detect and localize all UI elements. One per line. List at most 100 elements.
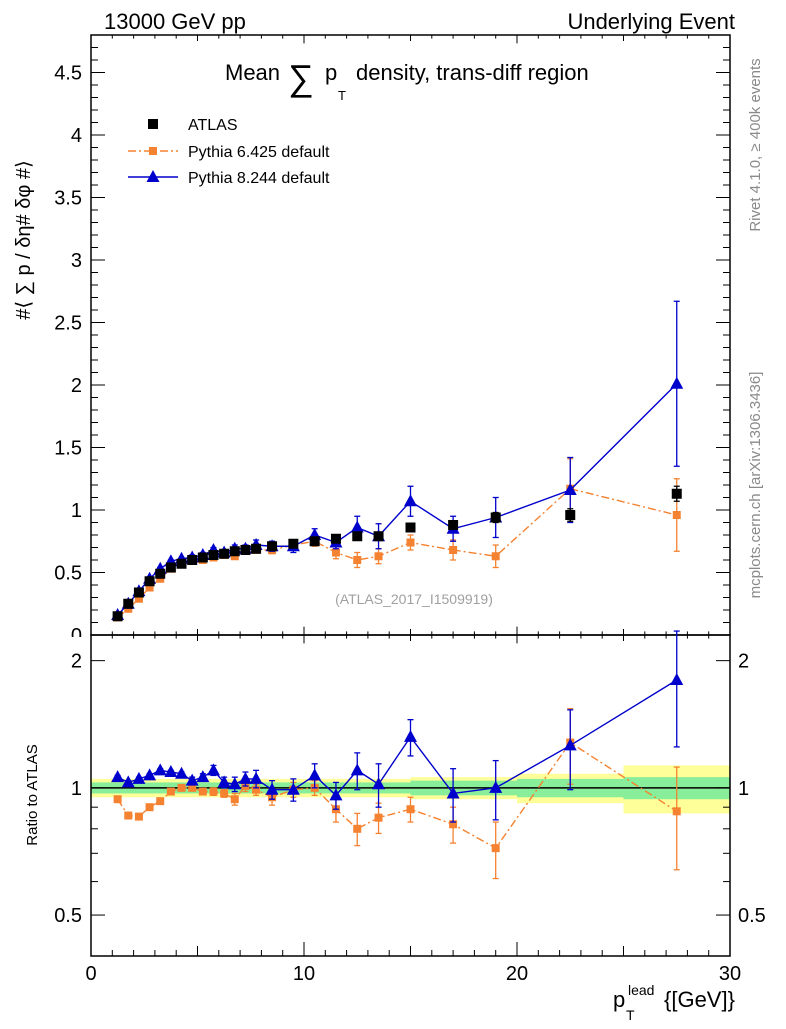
ratio-point: [308, 768, 322, 781]
data-point: [251, 543, 262, 554]
ratio-point: [134, 812, 143, 821]
data-point: [565, 510, 576, 520]
ratio-point: [132, 771, 146, 784]
ratio-point: [177, 783, 186, 792]
data-point: [229, 546, 240, 557]
ratio-point: [185, 773, 199, 786]
data-point: [288, 538, 299, 549]
ratio-point: [188, 783, 197, 792]
ratio-point: [164, 765, 178, 778]
ratio-point: [265, 782, 279, 795]
legend-marker: [146, 170, 160, 182]
ratio-point: [374, 813, 383, 822]
y-tick-label: 4.5: [54, 63, 82, 85]
ratio-point: [166, 787, 175, 796]
title-p-subscript: T: [338, 88, 346, 103]
data-point: [155, 568, 166, 579]
ratio-point: [230, 795, 239, 804]
series-line: [117, 383, 678, 616]
ratio-point: [489, 780, 503, 793]
legend-label: Pythia 8.244 default: [188, 170, 330, 187]
data-point: [219, 548, 230, 559]
ratio-point: [143, 768, 157, 781]
data-point: [208, 550, 219, 560]
ratio-point: [196, 770, 210, 783]
main-series: [111, 300, 684, 622]
ratio-y-tick-label: 2: [71, 651, 82, 673]
ratio-y-tick-label: 0.5: [54, 905, 82, 927]
legend-marker: [148, 119, 158, 129]
ratio-point: [121, 775, 135, 788]
y-tick-label-zero: 0: [71, 625, 82, 647]
ylabel-main-text: #⟨ ∑ p / δη# δφ #⟩: [13, 160, 35, 320]
y-tick-label: 4: [71, 125, 82, 147]
data-point: [144, 576, 155, 587]
ratio-point: [111, 770, 125, 783]
legend: ATLAS Pythia 6.425 default Pythia 8.244 de…: [128, 117, 330, 187]
data-point: [491, 552, 500, 561]
data-point: [134, 594, 143, 603]
ratio-point: [670, 672, 684, 685]
data-point: [671, 488, 682, 499]
ratio-point: [350, 763, 364, 776]
data-point: [672, 511, 681, 519]
analysis-tag: (ATLAS_2017_I1509919): [335, 591, 493, 607]
ratio-point: [175, 766, 189, 779]
legend-marker: [149, 147, 157, 155]
data-point: [133, 587, 144, 598]
data-point: [670, 376, 684, 389]
ratio-y-tick-label-right: 1: [738, 778, 749, 800]
data-point: [187, 555, 198, 565]
ratio-point: [446, 786, 460, 799]
legend-entry: Pythia 8.244 default: [128, 170, 330, 187]
xlabel-subscript: T: [626, 1007, 635, 1023]
ratio-point: [404, 729, 417, 742]
data-point: [449, 546, 458, 554]
data-point: [176, 558, 187, 569]
ratio-point: [249, 771, 263, 784]
ratio-point: [145, 803, 154, 812]
ratio-point: [491, 844, 500, 853]
x-tick-label: 20: [506, 963, 528, 985]
ratio-point: [353, 824, 362, 833]
x-tick-label: 0: [85, 963, 96, 985]
ratio-point: [209, 787, 218, 796]
y-tick-label: 3.5: [54, 188, 82, 210]
ratio-point: [156, 797, 165, 806]
ratio-pythia8: [111, 630, 684, 823]
y-tick-label: 1: [71, 500, 82, 522]
ratio-point: [372, 777, 386, 790]
ratio-y-tick-label-right: 2: [738, 651, 749, 673]
y-tick-label: 0.5: [54, 563, 82, 585]
data-point: [145, 583, 154, 592]
ratio-point: [217, 775, 231, 788]
x-tick-label: 10: [293, 963, 315, 985]
ratio-point: [198, 787, 207, 796]
y-tick-label: 2.5: [54, 313, 82, 335]
ylabel-ratio: Ratio to ATLAS: [24, 744, 41, 845]
ratio-series: [111, 630, 684, 880]
data-point: [405, 522, 416, 533]
ratio-point: [329, 788, 343, 801]
data-point: [331, 548, 340, 557]
data-point: [352, 531, 363, 542]
legend-label: ATLAS: [188, 117, 238, 134]
ratio-point: [153, 763, 167, 776]
data-point: [373, 531, 384, 542]
data-point: [490, 512, 501, 523]
ratio-point: [228, 777, 242, 790]
series-atlas: [112, 485, 682, 622]
xlabel-superscript: lead: [628, 982, 654, 998]
y-tick-label: 3: [71, 250, 82, 272]
series-pythia8: [111, 300, 684, 620]
title-sum-symbol: ∑: [288, 57, 314, 98]
ratio-point: [113, 795, 122, 804]
data-point: [563, 483, 577, 495]
data-point: [165, 562, 176, 573]
x-tick-label: 30: [719, 963, 741, 985]
data-point: [112, 611, 123, 622]
data-point: [448, 520, 459, 530]
ratio-point: [286, 782, 300, 795]
y-tick-label: 1.5: [54, 438, 82, 460]
ratio-point: [406, 805, 415, 814]
